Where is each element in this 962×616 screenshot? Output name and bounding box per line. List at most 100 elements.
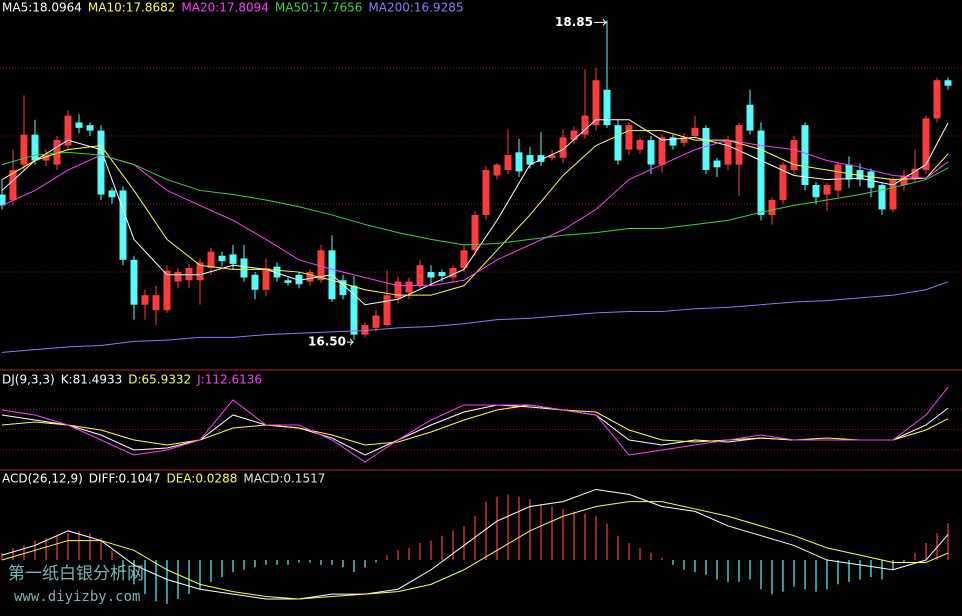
candle-body [251,274,259,290]
candle-body [691,127,699,137]
candle-body [174,272,182,282]
indicator-line [1,119,949,306]
candle-body [240,258,248,278]
candle-body [845,164,853,180]
candle-body [284,280,292,283]
candle-body [680,137,688,143]
candle-body [504,155,512,171]
candle-body [592,80,600,126]
candle-body [119,190,127,260]
candle-body [317,250,325,281]
legend-label: J:112.6136 [196,373,262,387]
candle-body [31,134,39,161]
candle-body [526,155,534,165]
candle-body [790,140,798,171]
watermark-name: 第一纸白银分析网 [8,564,144,584]
candle-body [295,274,303,285]
legend-label: MA50:17.7656 [275,1,363,15]
candle-body [548,155,556,158]
candle-body [130,259,138,305]
candle-body [823,185,831,195]
indicator-line [1,501,949,600]
candle-body [559,137,567,158]
candle-body [922,118,930,171]
candle-body [196,262,204,281]
candle-body [625,125,633,150]
legend-label: DEA:0.0288 [166,472,237,486]
indicator-line [1,404,949,456]
candle-body [0,194,6,206]
legend-label: K:81.4933 [61,373,123,387]
candle-body [702,127,710,171]
candle-body [438,272,446,277]
candle-body [779,164,787,200]
candle-body [515,152,523,172]
candle-body [273,266,281,278]
candle-body [647,140,655,165]
candle-body [75,122,83,128]
candle-body [768,199,776,215]
legend-label: MA200:16.9285 [368,1,463,15]
candle-body [669,137,677,146]
candle-body [361,325,369,335]
candle-body [449,267,457,278]
candle-body [350,285,358,335]
indicator-title: ACD(26,12,9) [2,472,83,486]
candle-body [636,140,644,150]
candle-body [460,250,468,268]
indicator-line [1,139,949,287]
candle-body [537,155,545,162]
candle-body [867,171,875,188]
candle-body [152,295,160,311]
candle-body [339,280,347,296]
candle-body [394,281,402,298]
candle-body [20,134,28,165]
candle-body [53,140,61,165]
candle-body [856,170,864,180]
candle-body [724,140,732,165]
candle-body [658,137,666,165]
indicator-line [1,488,949,600]
price-annotation: 18.85 [555,15,593,29]
candle-body [570,130,578,141]
candle-body [372,315,380,328]
legend-label: MA10:17.8682 [88,1,176,15]
watermark-url: www.diyizby.com [14,589,140,605]
indicator-line [1,281,949,353]
annotation-arrowhead [349,338,354,346]
candle-body [64,115,72,146]
candle-body [262,267,270,290]
candle-body [482,170,490,215]
indicator-line [1,404,949,446]
candle-body [97,130,105,195]
legend-label: D:65.9332 [128,373,191,387]
candle-body [713,160,721,168]
candle-body [834,164,842,191]
candle-body [185,267,193,281]
candle-body [108,190,116,198]
candle-body [603,89,611,126]
candle-body [86,125,94,131]
candle-body [163,270,171,311]
indicator-line [1,130,949,296]
candle-body [471,214,479,251]
candle-body [9,170,17,200]
candle-body [141,295,149,305]
candle-body [493,164,501,176]
legend-label: MA5:18.0964 [2,1,82,15]
candle-body [306,272,314,282]
candle-body [229,254,237,264]
legend-label: MA20:17.8094 [181,1,269,15]
candle-body [933,80,941,119]
candle-body [889,179,897,210]
legend-label: MACD:0.1517 [243,472,325,486]
candle-body [944,80,952,86]
price-annotation: 16.50 [308,335,346,349]
candle-body [581,115,589,135]
annotation-arrowhead [602,19,607,26]
candle-body [218,255,226,262]
candle-body [911,168,919,179]
candle-body [746,104,754,131]
candle-body [405,281,413,293]
